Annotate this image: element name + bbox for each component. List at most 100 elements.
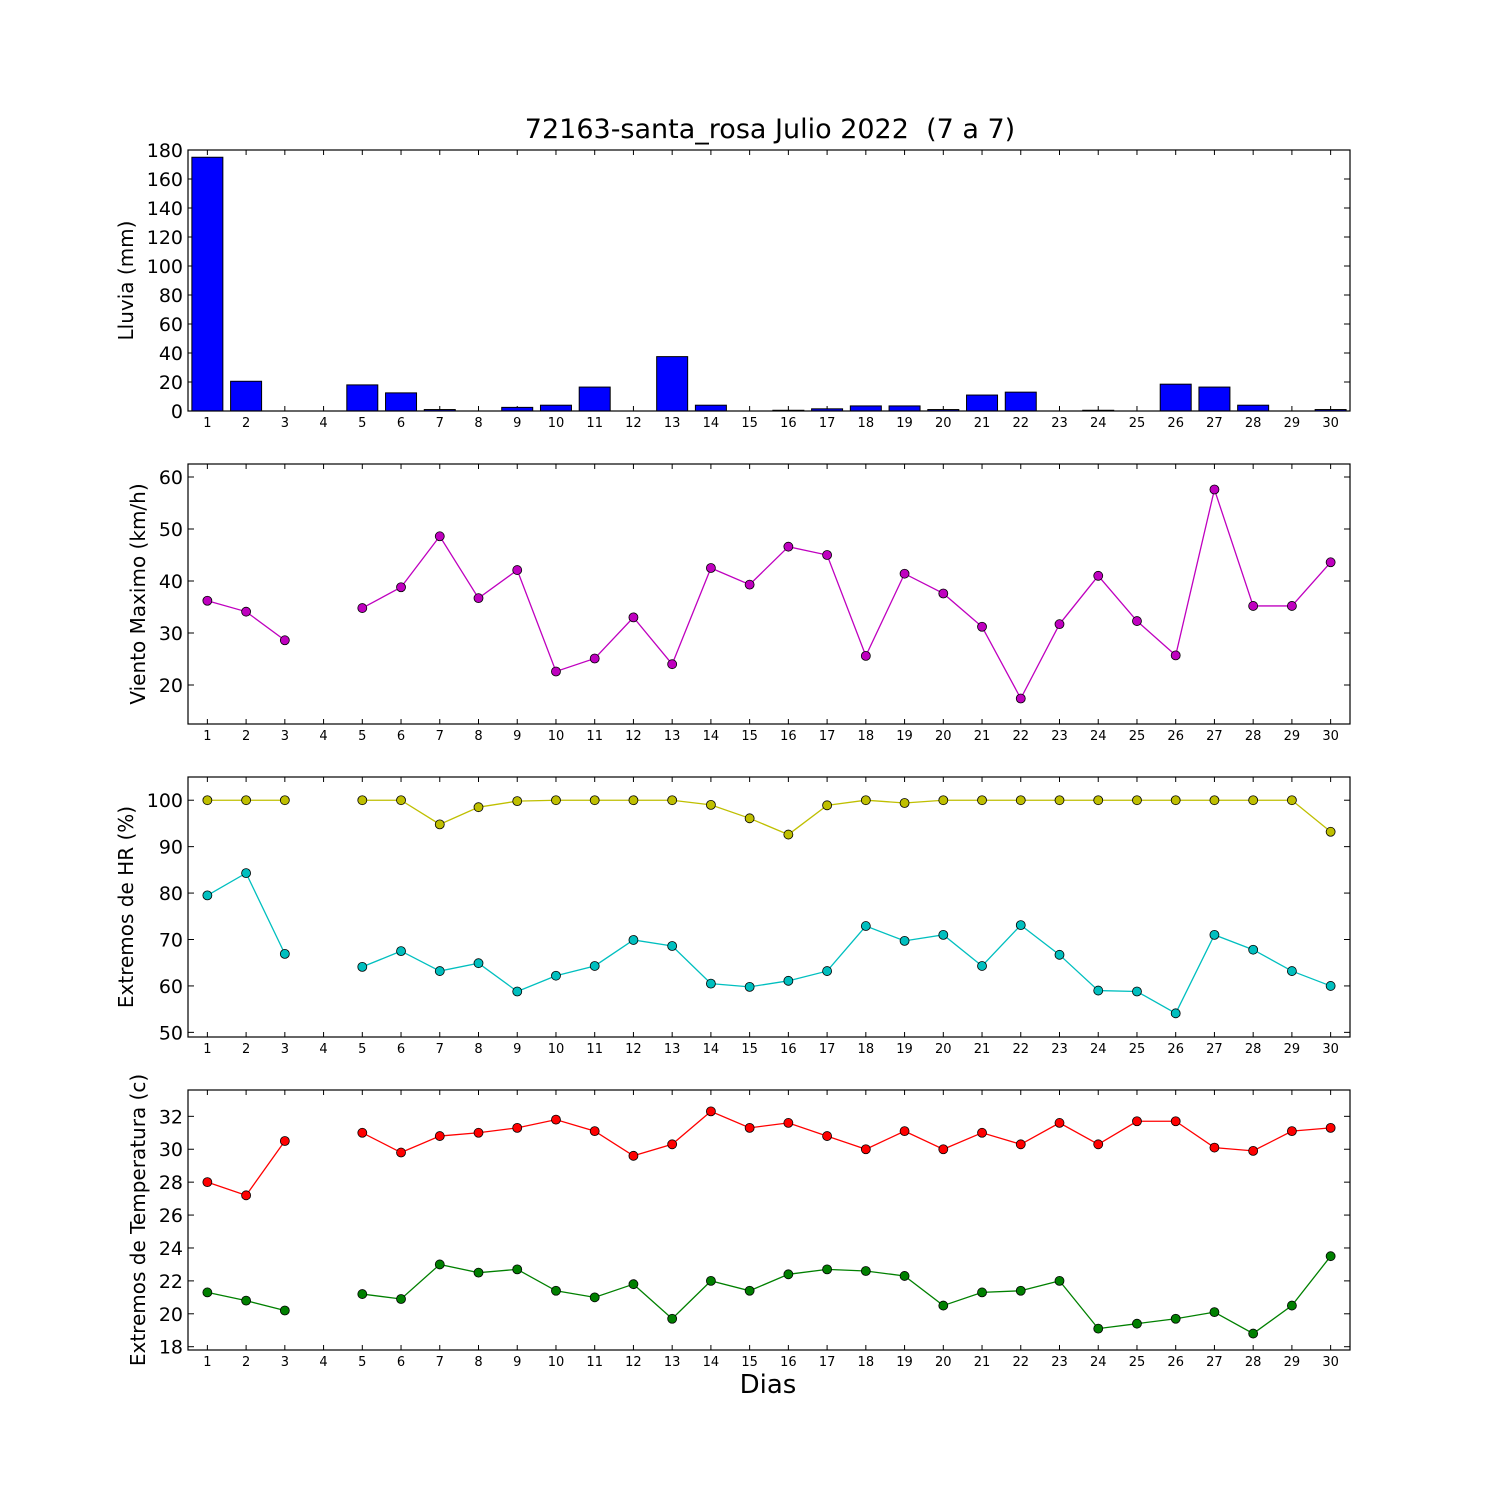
data-point — [1093, 1139, 1104, 1150]
x-tick-label: 22 — [1012, 1042, 1029, 1057]
data-point — [1132, 1116, 1142, 1127]
data-point — [279, 795, 290, 806]
data-point — [357, 603, 368, 613]
x-tick-label: 14 — [703, 1355, 720, 1370]
x-tick-label: 19 — [896, 416, 913, 431]
data-point — [783, 1118, 794, 1128]
x-tick-label: 5 — [358, 1355, 366, 1370]
bar — [694, 404, 727, 412]
data-point — [279, 1305, 290, 1316]
data-point — [744, 981, 755, 992]
x-tick-label: 9 — [513, 729, 521, 744]
bar — [578, 386, 611, 412]
data-point — [396, 1294, 406, 1304]
data-point — [473, 1127, 484, 1138]
data-point — [551, 970, 561, 981]
x-tick-label: 15 — [741, 1042, 758, 1057]
data-point — [1287, 1126, 1297, 1137]
x-tick-label: 22 — [1012, 1355, 1029, 1370]
data-point — [1209, 1307, 1220, 1318]
data-point — [512, 796, 523, 807]
data-point — [667, 659, 678, 670]
data-point — [860, 650, 871, 661]
data-point — [706, 799, 716, 810]
data-point — [551, 666, 561, 677]
data-point — [628, 612, 639, 623]
bar — [849, 405, 882, 412]
x-tick-label: 9 — [513, 1042, 521, 1057]
data-point — [860, 795, 871, 806]
bar — [888, 405, 921, 412]
data-point — [202, 1177, 213, 1188]
data-point — [241, 1295, 252, 1306]
data-point — [1325, 557, 1336, 568]
x-tick-label: 18 — [858, 1355, 875, 1370]
x-tick-label: 23 — [1051, 729, 1068, 744]
data-point — [667, 941, 678, 951]
data-point — [357, 961, 368, 972]
y-tick-label: 40 — [159, 343, 183, 365]
data-point — [202, 795, 213, 806]
x-tick-label: 13 — [664, 1355, 681, 1370]
data-point — [279, 948, 290, 959]
data-point — [783, 829, 794, 840]
x-tick-label: 15 — [741, 416, 758, 431]
x-tick-label: 19 — [896, 1355, 913, 1370]
data-point — [1287, 1300, 1297, 1311]
data-point — [1015, 1285, 1026, 1296]
y-tick-label: 50 — [159, 519, 183, 541]
data-point — [1287, 795, 1297, 806]
data-point — [1170, 1008, 1181, 1019]
x-tick-label: 14 — [703, 729, 720, 744]
data-point — [628, 1150, 639, 1161]
x-tick-label: 8 — [474, 1042, 482, 1057]
x-tick-label: 16 — [780, 416, 797, 431]
series-line — [207, 600, 286, 641]
data-point — [512, 1264, 523, 1275]
x-tick-label: 9 — [513, 416, 521, 431]
data-point — [744, 813, 755, 824]
data-point — [706, 978, 716, 989]
y-tick-label: 180 — [147, 140, 183, 162]
x-tick-label: 3 — [281, 729, 289, 744]
x-tick-label: 30 — [1322, 1042, 1339, 1057]
data-point — [551, 795, 561, 806]
x-tick-label: 27 — [1206, 1042, 1223, 1057]
y-tick-label: 60 — [159, 314, 183, 336]
x-tick-label: 26 — [1167, 729, 1184, 744]
x-tick-label: 20 — [935, 1355, 952, 1370]
x-tick-label: 18 — [858, 416, 875, 431]
data-point — [1132, 616, 1142, 626]
y-tick-label: 0 — [171, 401, 183, 423]
y-tick-label: 20 — [159, 675, 183, 697]
x-tick-label: 5 — [358, 729, 366, 744]
data-point — [1209, 929, 1220, 940]
bar — [230, 380, 263, 412]
y-tick-label: 60 — [159, 976, 183, 998]
x-tick-label: 13 — [664, 416, 681, 431]
data-point — [1170, 795, 1181, 806]
data-point — [1054, 1118, 1065, 1128]
y-tick-label: 26 — [159, 1205, 183, 1227]
data-point — [589, 1126, 600, 1137]
data-point — [512, 565, 523, 575]
x-tick-label: 12 — [625, 1355, 642, 1370]
data-point — [822, 800, 832, 811]
x-tick-label: 20 — [935, 1042, 952, 1057]
x-tick-label: 23 — [1051, 1042, 1068, 1057]
data-point — [396, 582, 406, 593]
data-point — [1132, 795, 1142, 806]
x-tick-label: 14 — [703, 416, 720, 431]
data-point — [434, 1259, 445, 1270]
x-tick-label: 24 — [1090, 416, 1107, 431]
x-tick-label: 29 — [1284, 729, 1301, 744]
axes-frame — [187, 1089, 1351, 1351]
y-tick-label: 100 — [147, 790, 183, 812]
x-tick-label: 1 — [203, 416, 211, 431]
x-tick-label: 4 — [319, 1355, 327, 1370]
data-point — [706, 1106, 716, 1117]
bar — [346, 384, 379, 412]
axes-frame — [187, 776, 1351, 1038]
